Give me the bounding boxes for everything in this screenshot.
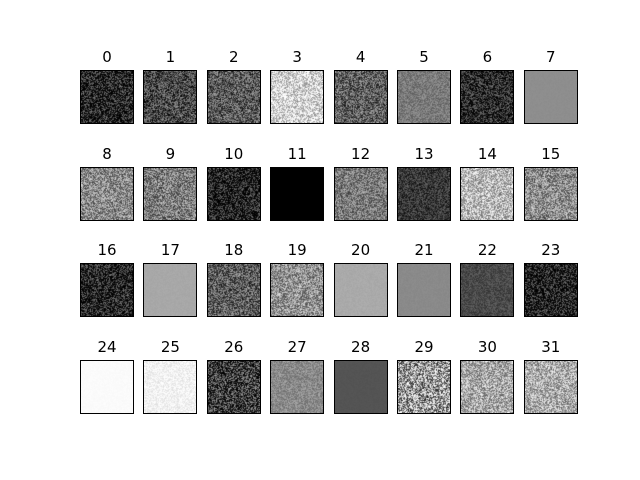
tile-label: 3	[292, 48, 302, 66]
noise-tile-image	[270, 70, 325, 124]
tile-cell: 3	[270, 48, 325, 124]
noise-tile-image	[270, 263, 325, 317]
tile-label: 7	[546, 48, 556, 66]
tile-label: 20	[351, 241, 371, 259]
tile-label: 18	[224, 241, 244, 259]
noise-tile-image	[80, 359, 134, 414]
noise-tile-image	[206, 359, 261, 414]
noise-tile-image	[460, 359, 515, 414]
noise-tile-image	[397, 359, 451, 414]
noise-tile-image	[333, 70, 388, 124]
noise-tile-image	[523, 166, 578, 221]
noise-tile-image	[460, 166, 515, 221]
tile-cell: 28	[333, 337, 388, 414]
tile-cell: 29	[397, 338, 451, 414]
tile-cell: 5	[397, 48, 451, 124]
tile-label: 24	[97, 337, 117, 356]
tile-cell: 31	[523, 337, 578, 414]
tile-label: 27	[287, 337, 307, 356]
noise-tile-image	[333, 359, 388, 414]
tile-label: 12	[351, 144, 371, 163]
tile-cell: 17	[143, 241, 198, 317]
tile-label: 9	[165, 144, 176, 163]
tile-cell: 7	[523, 48, 578, 124]
noise-tile-image	[143, 70, 198, 124]
noise-tile-image	[333, 263, 388, 317]
tile-cell: 21	[397, 241, 451, 317]
noise-tile-image	[80, 263, 134, 317]
tile-cell: 1	[143, 48, 198, 124]
tile-label: 6	[482, 48, 493, 66]
tile-cell: 11	[270, 144, 325, 221]
noise-tile-image	[333, 166, 388, 221]
tile-cell: 0	[80, 48, 134, 124]
tile-label: 26	[224, 337, 244, 356]
noise-tile-image	[143, 359, 198, 414]
noise-tile-image	[397, 70, 451, 124]
tile-cell: 20	[333, 241, 388, 317]
tile-label: 2	[229, 48, 239, 66]
tile-label: 14	[477, 144, 497, 163]
tile-cell: 23	[523, 241, 578, 317]
tile-cell: 12	[333, 144, 388, 221]
tile-cell: 22	[460, 241, 515, 317]
tile-cell: 6	[460, 48, 515, 124]
tile-cell: 30	[460, 337, 515, 414]
noise-tile-image	[460, 263, 515, 317]
tile-cell: 27	[270, 337, 325, 414]
tile-label: 25	[160, 337, 180, 356]
tile-label: 15	[541, 144, 561, 163]
tile-label: 22	[477, 241, 497, 259]
tile-label: 23	[541, 241, 561, 259]
tile-cell: 16	[80, 241, 134, 317]
tile-cell: 18	[206, 241, 261, 317]
tile-cell: 25	[143, 337, 198, 414]
noise-tile-image	[206, 70, 261, 124]
tile-label: 10	[224, 144, 244, 163]
noise-tile-image	[397, 166, 451, 221]
tile-cell: 19	[270, 241, 325, 317]
tile-label: 30	[477, 337, 497, 356]
tile-cell: 10	[206, 144, 261, 221]
noise-tile-image	[270, 359, 325, 414]
tile-cell: 2	[206, 48, 261, 124]
noise-tile-image	[80, 166, 134, 221]
noise-tile-image	[523, 359, 578, 414]
tile-label: 17	[160, 241, 180, 259]
tile-label: 11	[287, 144, 307, 163]
noise-tile-image	[270, 166, 325, 221]
tile-cell: 9	[143, 144, 198, 221]
tile-label: 19	[287, 241, 307, 259]
tile-label: 13	[414, 144, 434, 163]
noise-tile-image	[80, 70, 134, 124]
noise-tile-image	[523, 70, 578, 124]
tile-label: 28	[351, 337, 371, 356]
tile-cell: 26	[206, 337, 261, 414]
tile-cell: 14	[460, 144, 515, 221]
noise-tile-image	[143, 166, 198, 221]
tile-label: 21	[414, 241, 434, 259]
noise-tile-image	[397, 263, 451, 317]
noise-tile-image	[206, 166, 261, 221]
noise-tile-image	[143, 263, 198, 317]
tile-label: 4	[355, 48, 366, 66]
tile-label: 1	[165, 48, 176, 66]
noise-tile-image	[460, 70, 515, 124]
tile-label: 8	[102, 144, 112, 163]
tile-cell: 15	[523, 144, 578, 221]
noise-tile-image	[523, 263, 578, 317]
tile-label: 29	[414, 337, 434, 356]
tile-label: 31	[541, 337, 561, 356]
tile-cell: 4	[333, 48, 388, 124]
tile-cell: 13	[397, 145, 451, 221]
tile-label: 0	[102, 48, 112, 66]
tile-label: 16	[97, 241, 117, 259]
noise-tile-image	[206, 263, 261, 317]
tile-label: 5	[419, 48, 429, 66]
tile-cell: 8	[80, 145, 134, 221]
tile-cell: 24	[80, 338, 134, 414]
